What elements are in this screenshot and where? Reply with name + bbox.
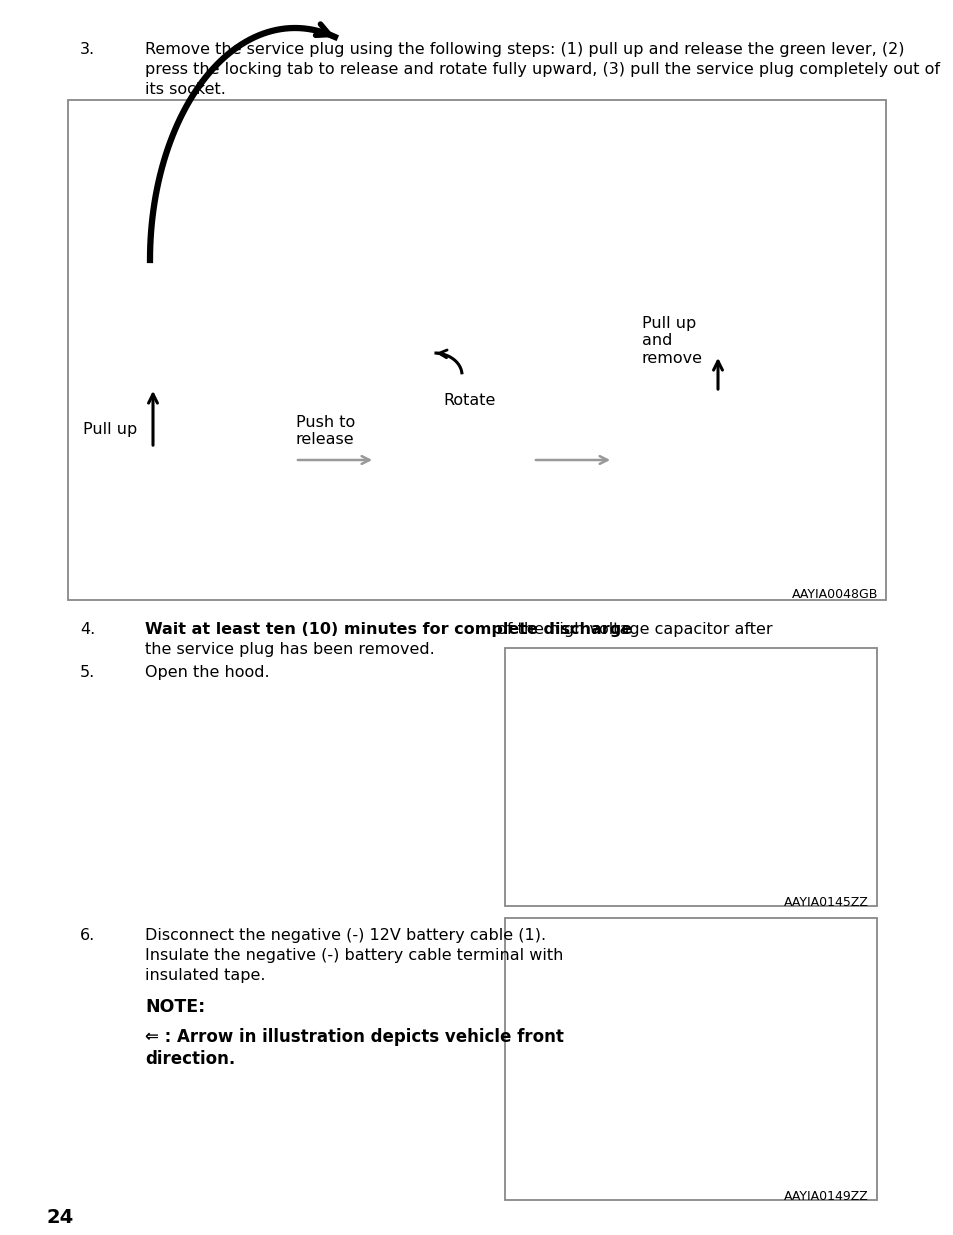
Text: 6.: 6. <box>80 927 95 944</box>
Text: Rotate: Rotate <box>442 393 495 408</box>
Text: its socket.: its socket. <box>145 82 226 98</box>
Text: Open the hood.: Open the hood. <box>145 664 270 680</box>
Text: Insulate the negative (-) battery cable terminal with: Insulate the negative (-) battery cable … <box>145 948 563 963</box>
Text: insulated tape.: insulated tape. <box>145 968 265 983</box>
Text: Push to
release: Push to release <box>295 415 355 447</box>
Text: press the locking tab to release and rotate fully upward, (3) pull the service p: press the locking tab to release and rot… <box>145 62 939 77</box>
Text: Remove the service plug using the following steps: (1) pull up and release the g: Remove the service plug using the follow… <box>145 42 903 57</box>
FancyBboxPatch shape <box>504 918 876 1200</box>
Text: AAYIA0145ZZ: AAYIA0145ZZ <box>783 897 868 909</box>
FancyBboxPatch shape <box>68 100 885 600</box>
Text: Pull up
and
remove: Pull up and remove <box>641 316 702 366</box>
Text: the service plug has been removed.: the service plug has been removed. <box>145 642 435 657</box>
Text: 3.: 3. <box>80 42 95 57</box>
Text: AAYIA0149ZZ: AAYIA0149ZZ <box>783 1191 868 1203</box>
Text: Disconnect the negative (-) 12V battery cable (1).: Disconnect the negative (-) 12V battery … <box>145 927 545 944</box>
Text: 24: 24 <box>47 1208 74 1228</box>
Text: AAYIA0048GB: AAYIA0048GB <box>791 588 877 601</box>
Text: Pull up: Pull up <box>83 422 137 437</box>
FancyBboxPatch shape <box>504 648 876 906</box>
Text: NOTE:: NOTE: <box>145 998 205 1016</box>
Text: ⇐ : Arrow in illustration depicts vehicle front: ⇐ : Arrow in illustration depicts vehicl… <box>145 1028 563 1046</box>
Text: Wait at least ten (10) minutes for complete discharge: Wait at least ten (10) minutes for compl… <box>145 622 632 637</box>
Text: 5.: 5. <box>80 664 95 680</box>
Text: 4.: 4. <box>80 622 95 637</box>
Text: direction.: direction. <box>145 1050 235 1068</box>
Text: of the high voltage capacitor after: of the high voltage capacitor after <box>492 622 772 637</box>
